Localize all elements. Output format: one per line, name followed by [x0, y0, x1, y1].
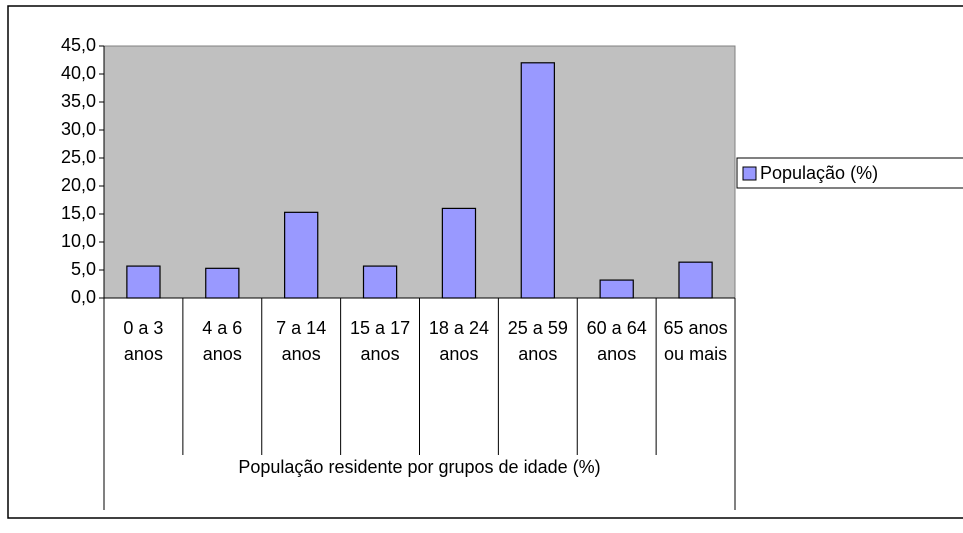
bar — [284, 211, 319, 299]
y-tick-label: 10,0 — [61, 231, 96, 251]
bar — [362, 265, 398, 299]
x-tick-label: 15 a 17 anos — [350, 318, 411, 364]
bar — [126, 265, 161, 299]
y-tick-label: 25,0 — [61, 147, 96, 167]
y-tick-label: 0,0 — [71, 287, 96, 307]
x-tick-label: 18 a 24 anos — [428, 318, 489, 364]
y-tick-label: 20,0 — [61, 175, 96, 195]
bar — [599, 279, 634, 299]
legend-swatch — [742, 166, 757, 181]
y-tick-label: 30,0 — [61, 119, 96, 139]
y-tick-label: 15,0 — [61, 203, 96, 223]
x-tick-label: 0 a 3 anos — [123, 318, 164, 364]
x-tick-label: 25 a 59 anos — [507, 318, 568, 364]
x-axis-label: População residente por grupos de idade … — [238, 457, 600, 477]
plot-area — [103, 45, 736, 299]
bar — [678, 261, 713, 299]
x-tick-label: 65 anos ou mais — [663, 318, 728, 364]
legend-label: População (%) — [760, 163, 878, 183]
legend-box — [736, 157, 963, 189]
y-tick-label: 5,0 — [71, 259, 96, 279]
x-tick-label: 4 a 6 anos — [202, 318, 243, 364]
y-tick-label: 35,0 — [61, 91, 96, 111]
y-tick-label: 45,0 — [61, 35, 96, 55]
bar — [520, 62, 555, 299]
y-tick-label: 40,0 — [61, 63, 96, 83]
bar — [441, 207, 477, 299]
bar — [205, 267, 240, 299]
x-tick-label: 7 a 14 anos — [276, 318, 327, 364]
x-tick-label: 60 a 64 anos — [586, 318, 647, 364]
